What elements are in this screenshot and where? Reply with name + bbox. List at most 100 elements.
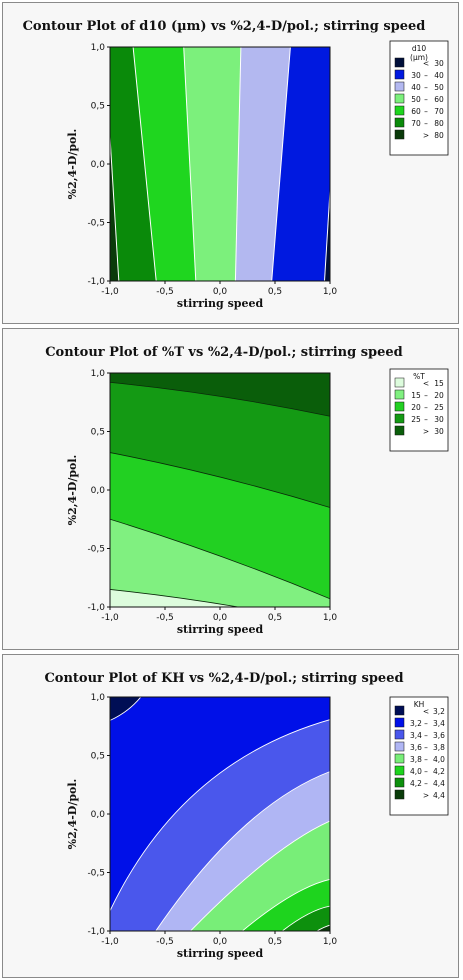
legend-entry-label: 4,4: [433, 779, 445, 788]
y-tick-label: 1,0: [91, 43, 106, 53]
legend-swatch: [394, 377, 405, 388]
legend-entry-label: 3,2: [410, 719, 422, 728]
contour-fills: [110, 697, 330, 931]
contour-region: [235, 47, 291, 281]
legend-entry-label: 20: [411, 403, 421, 412]
x-tick-label: -0,5: [156, 287, 174, 297]
legend-entry-label: 3,6: [410, 743, 422, 752]
legend-swatch: [394, 57, 405, 68]
contour-region: [110, 519, 330, 607]
legend-entry-label: –: [424, 731, 428, 740]
legend-entry-label: 4,0: [410, 767, 422, 776]
y-tick-label: 0,0: [91, 160, 106, 170]
legend-entry-label: 50: [411, 95, 421, 104]
legend-entry-label: 25: [411, 415, 421, 424]
contour-line: [110, 697, 142, 721]
legend-entry-label: 4,2: [433, 767, 445, 776]
legend-entry-label: –: [424, 95, 428, 104]
legend-swatch: [394, 765, 405, 776]
chart-title: Contour Plot of KH vs %2,4-D/pol.; stirr…: [44, 671, 403, 686]
x-tick-label: -1,0: [101, 287, 119, 297]
legend-swatch: [394, 413, 405, 424]
legend-entry-label: 3,8: [433, 743, 445, 752]
y-tick-label: 0,5: [91, 428, 105, 438]
legend-entry-label: –: [424, 83, 428, 92]
x-tick-label: 0,5: [268, 937, 282, 947]
legend-entry-label: >: [423, 427, 429, 436]
legend-title: (µm): [410, 53, 428, 62]
legend-entry-label: –: [424, 767, 428, 776]
legend-entry-label: 25: [434, 403, 444, 412]
legend-title: d10: [412, 44, 427, 53]
legend-entry-label: 3,6: [433, 731, 445, 740]
legend-entry-label: 40: [411, 83, 421, 92]
y-tick-label: -1,0: [87, 277, 105, 287]
contour-line: [241, 878, 330, 931]
contour-fills: [110, 47, 330, 281]
legend-swatch: [394, 401, 405, 412]
legend-entry-label: 70: [411, 119, 421, 128]
legend-swatch: [394, 705, 405, 716]
y-tick-label: -1,0: [87, 927, 105, 937]
legend-entry-label: –: [424, 403, 428, 412]
y-tick-label: 0,5: [91, 102, 105, 112]
contour-line: [189, 820, 330, 931]
legend-entry-label: 40: [434, 71, 444, 80]
x-tick-label: -1,0: [101, 937, 119, 947]
x-tick-label: -0,5: [156, 613, 174, 623]
legend-entry-label: 4,4: [433, 791, 445, 800]
legend-entry-label: 3,4: [410, 731, 422, 740]
contour-line: [183, 47, 197, 281]
legend-swatch: [394, 129, 405, 140]
panel-d10: Contour Plot of d10 (µm) vs %2,4-D/pol.;…: [2, 2, 459, 324]
chart-kh-contour: Contour Plot of KH vs %2,4-D/pol.; stirr…: [44, 671, 449, 960]
legend-swatch: [394, 69, 405, 80]
contour-region: [183, 47, 241, 281]
contour-region: [110, 697, 141, 721]
legend-entry-label: 60: [434, 95, 444, 104]
legend-entry-label: <: [423, 379, 429, 388]
y-tick-label: 1,0: [91, 693, 106, 703]
legend-swatch: [394, 93, 405, 104]
legend-entry-label: 30: [411, 71, 421, 80]
legend-entry-label: 20: [434, 391, 444, 400]
chart-d10-contour: Contour Plot of d10 (µm) vs %2,4-D/pol.;…: [23, 19, 449, 310]
chart-title: Contour Plot of %T vs %2,4-D/pol.; stirr…: [45, 345, 403, 360]
contour-region: [110, 47, 157, 281]
y-tick-label: 0,0: [91, 486, 106, 496]
x-tick-label: 0,0: [213, 613, 228, 623]
contour-line: [110, 589, 241, 607]
x-tick-label: 1,0: [323, 937, 338, 947]
legend-entry-label: –: [424, 743, 428, 752]
legend-entry-label: –: [424, 391, 428, 400]
legend-entry-label: >: [423, 131, 429, 140]
y-axis-label: %2,4-D/pol.: [66, 129, 79, 200]
legend-swatch: [394, 729, 405, 740]
contour-line: [271, 47, 291, 281]
chart-percent-t-contour: Contour Plot of %T vs %2,4-D/pol.; stirr…: [45, 345, 449, 636]
legend-swatch: [394, 753, 405, 764]
legend-entry-label: 80: [434, 119, 444, 128]
x-tick-label: 0,5: [268, 613, 282, 623]
legend-swatch: [394, 717, 405, 728]
panel-kh: Contour Plot of KH vs %2,4-D/pol.; stirr…: [2, 654, 459, 978]
contour-region: [110, 452, 330, 599]
contour-line: [324, 182, 330, 281]
x-axis-label: stirring speed: [177, 297, 264, 310]
y-tick-label: 0,0: [91, 810, 106, 820]
contour-fills: [110, 373, 330, 607]
x-tick-label: 0,5: [268, 287, 282, 297]
legend-entry-label: –: [424, 107, 428, 116]
y-tick-label: -0,5: [87, 869, 105, 879]
contour-line: [132, 47, 157, 281]
chart-title: Contour Plot of d10 (µm) vs %2,4-D/pol.;…: [23, 19, 426, 34]
contour-line: [234, 47, 242, 281]
contour-line: [281, 905, 330, 931]
panel-percent-t: Contour Plot of %T vs %2,4-D/pol.; stirr…: [2, 328, 459, 650]
legend-entry-label: 60: [411, 107, 421, 116]
contour-region: [110, 697, 330, 912]
legend-entry-label: 30: [434, 415, 444, 424]
x-tick-label: 1,0: [323, 613, 338, 623]
legend-entry-label: 15: [411, 391, 421, 400]
legend-entry-label: 70: [434, 107, 444, 116]
